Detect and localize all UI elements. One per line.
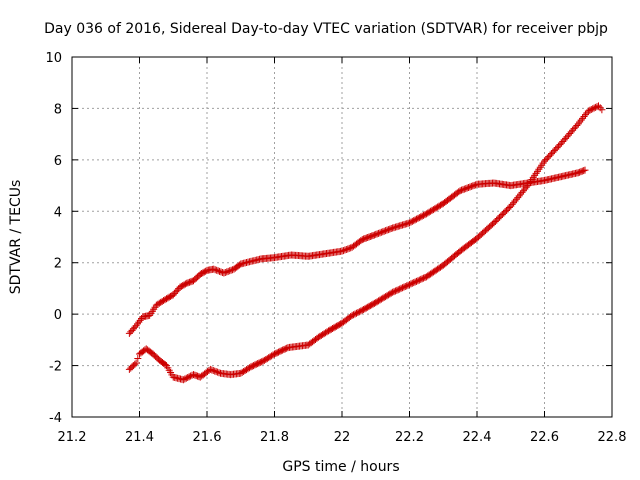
data-point	[342, 245, 350, 253]
data-point	[131, 360, 139, 368]
data-point	[589, 105, 597, 113]
data-point	[224, 267, 232, 275]
data-point	[182, 374, 190, 382]
data-point	[221, 268, 229, 276]
data-point	[344, 245, 352, 253]
data-point	[341, 246, 349, 254]
y-tick-label: -2	[49, 360, 62, 375]
data-point	[136, 316, 144, 324]
data-point	[206, 365, 214, 373]
data-point	[211, 266, 219, 274]
data-point	[338, 247, 346, 255]
axis-ticks: 21.2 21.4 21.6 21.8 22 22.2 22.4 22.6 22.8 -4 -2 0 2…	[45, 51, 626, 445]
data-point	[184, 374, 192, 382]
data-point	[590, 104, 598, 112]
data-point	[348, 311, 356, 319]
y-tick-label: 2	[54, 257, 62, 272]
data-point	[354, 308, 362, 316]
data-point	[214, 368, 222, 376]
y-tick-label: 8	[54, 102, 62, 117]
data-point	[220, 269, 228, 277]
y-tick-label: 4	[54, 205, 62, 220]
x-tick-label: 22.6	[530, 430, 559, 445]
data-point	[227, 266, 235, 274]
data-point	[351, 310, 359, 318]
x-tick-label: 21.8	[260, 430, 289, 445]
x-tick-label: 21.6	[193, 430, 222, 445]
y-tick-label: 0	[54, 308, 62, 323]
data-point	[584, 107, 592, 115]
y-tick-label: 6	[54, 154, 62, 169]
y-tick-label: -4	[49, 411, 62, 426]
series-2	[125, 102, 606, 384]
data-point	[135, 318, 143, 326]
series-1	[125, 166, 589, 337]
data-point	[587, 106, 595, 114]
x-tick-label: 21.2	[58, 430, 87, 445]
data-point	[185, 373, 193, 381]
data-point	[352, 309, 360, 317]
data-point	[581, 166, 589, 174]
x-axis-label: GPS time / hours	[282, 459, 399, 475]
data-point	[216, 267, 224, 275]
data-point	[134, 355, 142, 362]
x-tick-label: 22.4	[463, 430, 492, 445]
data-point	[213, 266, 221, 274]
chart-title: Day 036 of 2016, Sidereal Day-to-day VTE…	[44, 21, 608, 37]
data-point	[580, 167, 588, 175]
data-point	[347, 244, 355, 252]
data-point	[214, 267, 222, 275]
data-point	[133, 320, 141, 328]
data-point	[345, 244, 353, 252]
data-point	[208, 366, 216, 374]
data-point	[211, 367, 219, 375]
y-axis-label: SDTVAR / TECUs	[8, 180, 24, 295]
data-point	[209, 367, 217, 375]
data-point	[339, 247, 347, 255]
x-tick-label: 22.8	[598, 430, 627, 445]
data-point	[593, 103, 601, 111]
data-point	[598, 106, 606, 114]
data-point	[226, 267, 234, 275]
data-marks	[125, 102, 606, 384]
data-point	[132, 359, 140, 367]
data-point	[212, 368, 220, 376]
data-point	[132, 322, 140, 330]
data-point	[179, 376, 187, 384]
data-point	[355, 308, 363, 316]
data-point	[522, 183, 530, 191]
data-point	[573, 121, 581, 129]
data-point	[223, 268, 231, 276]
data-point	[350, 311, 358, 319]
grid	[72, 57, 612, 417]
data-point	[586, 106, 594, 114]
data-point	[596, 104, 604, 112]
x-tick-label: 22.2	[395, 430, 424, 445]
y-tick-label: 10	[45, 51, 62, 66]
data-point	[215, 369, 223, 377]
data-point	[181, 375, 189, 383]
x-tick-label: 21.4	[125, 430, 154, 445]
data-point	[210, 265, 218, 273]
x-tick-label: 22	[334, 430, 351, 445]
